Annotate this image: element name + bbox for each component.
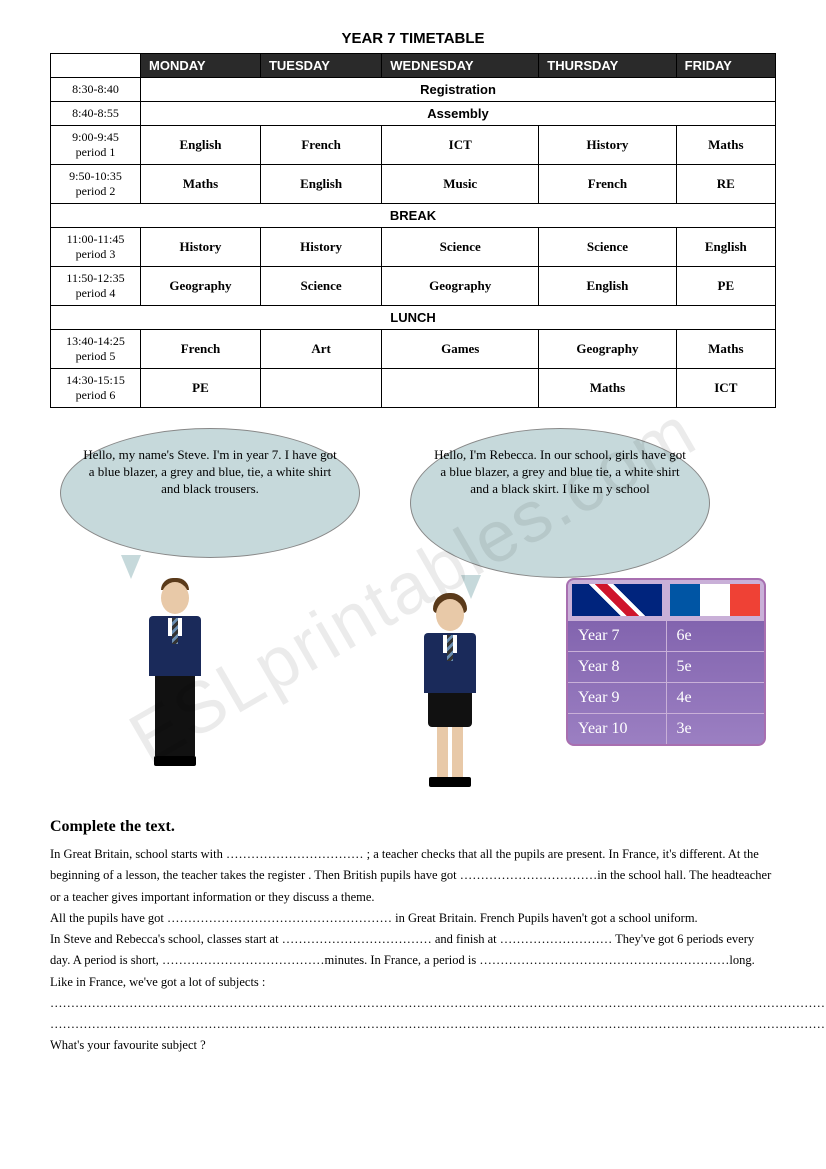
subject-cell: PE bbox=[141, 369, 261, 408]
title-rest: TIMETABLE bbox=[396, 30, 485, 47]
time-cell: 14:30-15:15period 6 bbox=[51, 369, 141, 408]
year-cell: 5e bbox=[667, 652, 765, 682]
title-bold: YEAR 7 bbox=[341, 30, 395, 47]
table-row: 8:30-8:40Registration bbox=[51, 78, 776, 102]
bubble-tail-icon bbox=[121, 555, 141, 579]
header-thu: THURSDAY bbox=[539, 54, 676, 78]
uk-flag-icon bbox=[572, 584, 662, 616]
page-title: YEAR 7 TIMETABLE bbox=[50, 30, 776, 47]
subject-cell: History bbox=[141, 228, 261, 267]
table-row: 9:00-9:45period 1EnglishFrenchICTHistory… bbox=[51, 126, 776, 165]
year-cell: Year 10 bbox=[568, 714, 667, 744]
year-cell: 6e bbox=[667, 621, 765, 651]
table-row: BREAK bbox=[51, 204, 776, 228]
time-cell: 9:50-10:35period 2 bbox=[51, 165, 141, 204]
time-cell: 8:30-8:40 bbox=[51, 78, 141, 102]
subject-cell: English bbox=[260, 165, 381, 204]
year-cell: 3e bbox=[667, 714, 765, 744]
middle-area: Hello, my name's Steve. I'm in year 7. I… bbox=[50, 428, 776, 808]
time-cell: 11:00-11:45period 3 bbox=[51, 228, 141, 267]
time-cell: 9:00-9:45period 1 bbox=[51, 126, 141, 165]
table-row: 9:50-10:35period 2MathsEnglishMusicFrenc… bbox=[51, 165, 776, 204]
table-row: 8:40-8:55Assembly bbox=[51, 102, 776, 126]
header-mon: MONDAY bbox=[141, 54, 261, 78]
speech-bubble-rebecca: Hello, I'm Rebecca. In our school, girls… bbox=[410, 428, 710, 578]
subject-cell: PE bbox=[676, 267, 775, 306]
subject-cell: Games bbox=[382, 330, 539, 369]
subject-cell: French bbox=[260, 126, 381, 165]
header-blank bbox=[51, 54, 141, 78]
subject-cell: ICT bbox=[676, 369, 775, 408]
subject-cell: French bbox=[141, 330, 261, 369]
fill-line: …………………………………………………………………………………………………………… bbox=[50, 1014, 776, 1035]
subject-cell: Art bbox=[260, 330, 381, 369]
fill-line: In Great Britain, school starts with ………… bbox=[50, 844, 776, 908]
flags-row bbox=[568, 580, 764, 620]
subject-cell: Maths bbox=[539, 369, 676, 408]
subject-cell: History bbox=[539, 126, 676, 165]
year-cell: 4e bbox=[667, 683, 765, 713]
subject-cell: RE bbox=[676, 165, 775, 204]
subject-cell: English bbox=[676, 228, 775, 267]
table-row: 11:50-12:35period 4GeographyScienceGeogr… bbox=[51, 267, 776, 306]
student-rebecca-image bbox=[420, 593, 480, 783]
header-wed: WEDNESDAY bbox=[382, 54, 539, 78]
subject-cell: English bbox=[141, 126, 261, 165]
bubble-rebecca-text: Hello, I'm Rebecca. In our school, girls… bbox=[434, 447, 686, 496]
subject-cell: French bbox=[539, 165, 676, 204]
table-row: 14:30-15:15period 6PE MathsICT bbox=[51, 369, 776, 408]
subject-cell: Science bbox=[382, 228, 539, 267]
time-cell: 13:40-14:25period 5 bbox=[51, 330, 141, 369]
year-comparison-card: Year 76eYear 85eYear 94eYear 103e bbox=[566, 578, 766, 746]
time-cell: 8:40-8:55 bbox=[51, 102, 141, 126]
merged-cell: Registration bbox=[141, 78, 776, 102]
table-row: 13:40-14:25period 5FrenchArtGamesGeograp… bbox=[51, 330, 776, 369]
fill-line: All the pupils have got …………………………………………… bbox=[50, 908, 776, 929]
subject-cell: History bbox=[260, 228, 381, 267]
year-row: Year 103e bbox=[568, 713, 764, 744]
speech-bubble-steve: Hello, my name's Steve. I'm in year 7. I… bbox=[60, 428, 360, 558]
fill-text: In Great Britain, school starts with ………… bbox=[50, 844, 776, 1057]
year-cell: Year 8 bbox=[568, 652, 667, 682]
header-row: MONDAY TUESDAY WEDNESDAY THURSDAY FRIDAY bbox=[51, 54, 776, 78]
subject-cell: Music bbox=[382, 165, 539, 204]
year-row: Year 94e bbox=[568, 682, 764, 713]
bubble-steve-text: Hello, my name's Steve. I'm in year 7. I… bbox=[83, 447, 336, 496]
subject-cell bbox=[382, 369, 539, 408]
year-row: Year 85e bbox=[568, 651, 764, 682]
fr-flag-icon bbox=[670, 584, 760, 616]
time-cell: 11:50-12:35period 4 bbox=[51, 267, 141, 306]
fill-line: In Steve and Rebecca's school, classes s… bbox=[50, 929, 776, 1014]
subject-cell: Geography bbox=[539, 330, 676, 369]
subject-cell: Geography bbox=[141, 267, 261, 306]
subject-cell bbox=[260, 369, 381, 408]
subject-cell: English bbox=[539, 267, 676, 306]
subject-cell: Science bbox=[539, 228, 676, 267]
section-label: LUNCH bbox=[51, 306, 776, 330]
header-tue: TUESDAY bbox=[260, 54, 381, 78]
subject-cell: Maths bbox=[676, 330, 775, 369]
fill-line: What's your favourite subject ? bbox=[50, 1035, 776, 1056]
subject-cell: Maths bbox=[141, 165, 261, 204]
section-label: BREAK bbox=[51, 204, 776, 228]
year-cell: Year 9 bbox=[568, 683, 667, 713]
timetable: MONDAY TUESDAY WEDNESDAY THURSDAY FRIDAY… bbox=[50, 53, 776, 408]
year-row: Year 76e bbox=[568, 620, 764, 651]
subject-cell: ICT bbox=[382, 126, 539, 165]
complete-title: Complete the text. bbox=[50, 818, 776, 836]
merged-cell: Assembly bbox=[141, 102, 776, 126]
subject-cell: Science bbox=[260, 267, 381, 306]
year-cell: Year 7 bbox=[568, 621, 667, 651]
subject-cell: Maths bbox=[676, 126, 775, 165]
student-steve-image bbox=[145, 578, 205, 768]
header-fri: FRIDAY bbox=[676, 54, 775, 78]
table-row: 11:00-11:45period 3HistoryHistoryScience… bbox=[51, 228, 776, 267]
subject-cell: Geography bbox=[382, 267, 539, 306]
table-row: LUNCH bbox=[51, 306, 776, 330]
